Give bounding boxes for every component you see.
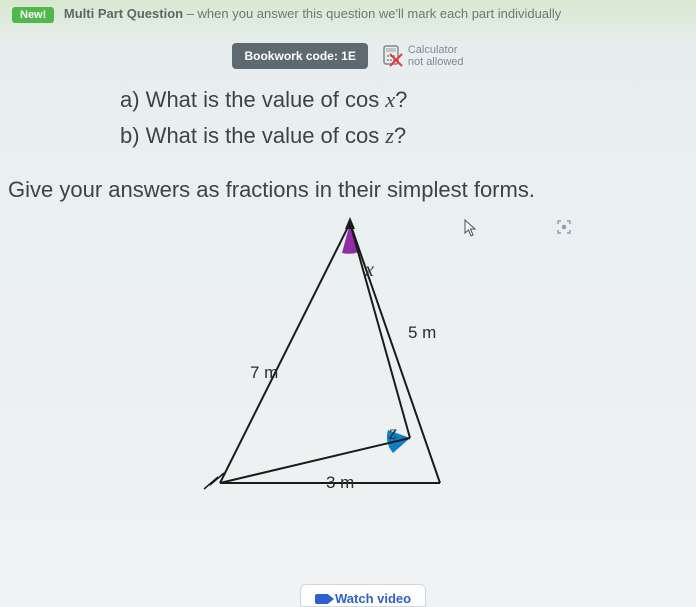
- question-block: a) What is the value of cos x? b) What i…: [0, 87, 696, 149]
- focus-icon: [556, 219, 572, 238]
- triangle-figure: x z 7 m 5 m 3 m: [0, 213, 696, 513]
- cursor-icon: [464, 219, 478, 242]
- banner-title: Multi Part Question: [64, 6, 183, 21]
- calculator-icon: [382, 45, 404, 67]
- watch-video-label: Watch video: [335, 591, 411, 606]
- watch-video-button[interactable]: Watch video: [300, 584, 426, 607]
- banner-rest: – when you answer this question we'll ma…: [183, 6, 561, 21]
- calculator-status: Calculator not allowed: [382, 44, 464, 68]
- side-5m: [350, 223, 410, 438]
- question-b: b) What is the value of cos z?: [120, 123, 656, 149]
- multi-part-banner: New! Multi Part Question – when you answ…: [0, 0, 696, 31]
- label-7m: 7 m: [250, 363, 278, 383]
- question-a: a) What is the value of cos x?: [120, 87, 656, 113]
- label-z: z: [389, 422, 397, 445]
- label-5m: 5 m: [408, 323, 436, 343]
- label-3m: 3 m: [326, 473, 354, 493]
- new-badge: New!: [12, 7, 54, 23]
- calculator-text: Calculator not allowed: [408, 44, 464, 68]
- meta-row: Bookwork code: 1E Calculator not allowed: [0, 43, 696, 69]
- triangle-svg: [0, 213, 696, 503]
- video-icon: [315, 594, 329, 604]
- side-3m: [220, 438, 410, 483]
- bookwork-code: Bookwork code: 1E: [232, 43, 367, 69]
- label-x: x: [365, 259, 374, 282]
- instruction-text: Give your answers as fractions in their …: [0, 159, 696, 203]
- side-7m: [220, 223, 350, 483]
